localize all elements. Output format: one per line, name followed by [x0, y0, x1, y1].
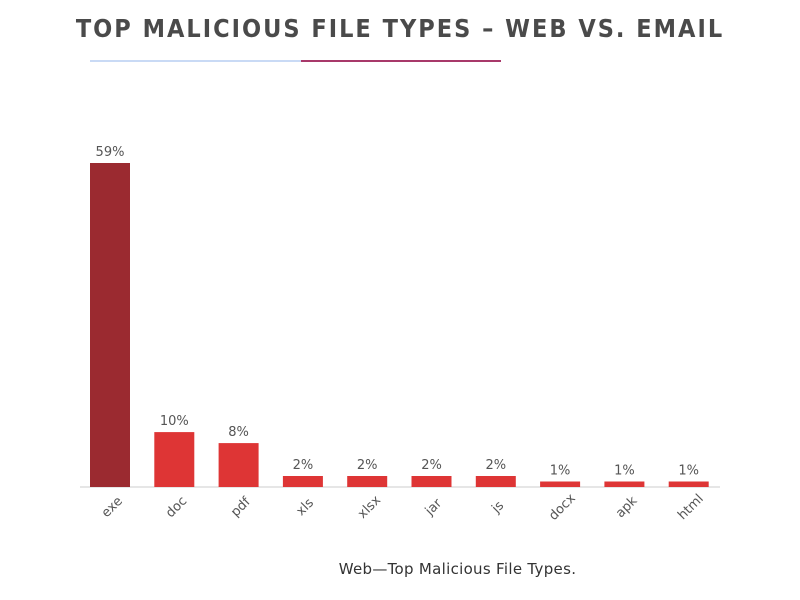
category-label-exe: exe: [99, 494, 126, 521]
value-label-exe: 59%: [96, 145, 125, 160]
category-label-jar: jar: [422, 496, 446, 520]
bar-xlsx: [347, 476, 388, 487]
bar-jar: [411, 476, 452, 487]
bar-pdf: [218, 443, 259, 487]
category-label-pdf: pdf: [228, 494, 254, 520]
title-divider-left: [90, 60, 301, 62]
bar-doc: [154, 432, 195, 487]
value-label-docx: 1%: [550, 464, 571, 479]
bar-apk: [604, 481, 645, 487]
bar-docx: [540, 481, 581, 487]
value-label-js: 2%: [485, 458, 506, 473]
category-label-html: html: [675, 492, 707, 524]
value-label-pdf: 8%: [228, 425, 249, 440]
category-label-xlsx: xlsx: [355, 493, 384, 522]
title-divider-right: [301, 60, 501, 62]
chart-title: TOP MALICIOUS FILE TYPES – WEB VS. EMAIL: [75, 14, 725, 43]
category-label-xls: xls: [294, 495, 318, 519]
bar-html: [668, 481, 709, 487]
category-label-doc: doc: [163, 494, 190, 521]
value-label-html: 1%: [678, 464, 699, 479]
category-label-apk: apk: [613, 493, 641, 521]
value-label-apk: 1%: [614, 464, 635, 479]
bar-exe: [90, 163, 130, 487]
value-label-jar: 2%: [421, 458, 442, 473]
value-label-xlsx: 2%: [357, 458, 378, 473]
bar-js: [475, 476, 516, 487]
bar-xls: [282, 476, 323, 487]
chart-caption: Web—Top Malicious File Types.: [338, 560, 577, 578]
value-label-xls: 2%: [293, 458, 314, 473]
category-label-js: js: [488, 498, 507, 517]
value-label-doc: 10%: [160, 414, 189, 429]
category-label-docx: docx: [546, 491, 579, 524]
